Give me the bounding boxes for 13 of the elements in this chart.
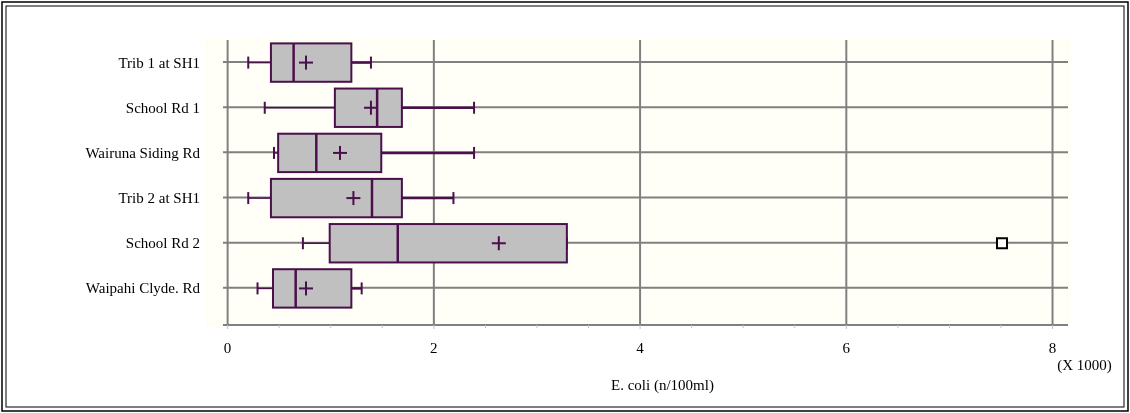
x-tick-label: 2 [430,340,438,356]
x-axis-title: E. coli (n/100ml) [611,377,714,394]
x-tick-label: 8 [1048,340,1057,356]
y-tick-label: Wairuna Siding Rd [85,144,201,161]
text: (X 1000) [1057,357,1112,374]
x-tick-label: 0 [223,340,232,356]
y-tick-label: Waipahi Clyde. Rd [85,280,201,297]
x-tick-label: 4 [636,340,645,356]
y-tick-label: Trib 1 at SH1 [118,54,200,71]
y-tick-label: School Rd 1 [125,99,200,116]
x-tick-label: 6 [842,340,851,356]
y-tick-label: School Rd 2 [125,235,200,252]
y-tick-label: Trib 2 at SH1 [118,190,200,207]
